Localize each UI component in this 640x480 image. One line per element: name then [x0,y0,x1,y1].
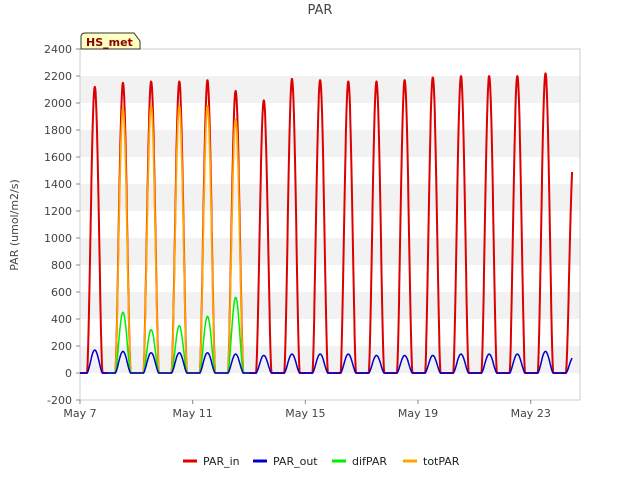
y-tick-label: -200 [47,394,72,407]
y-tick-label: 1600 [44,151,72,164]
y-tick-label: 400 [51,313,72,326]
legend-label: PAR_in [203,455,240,468]
x-tick-label: May 23 [511,407,551,420]
y-tick-label: 2400 [44,43,72,56]
chart-title: PAR [308,3,333,18]
x-tick-label: May 7 [63,407,96,420]
x-tick-label: May 11 [173,407,213,420]
station-badge: HS_met [80,32,141,50]
plot-frame [79,48,581,401]
legend: PAR_in PAR_out difPAR totPAR [183,455,460,468]
x-tick-label: May 15 [285,407,325,420]
legend-label: difPAR [352,455,387,468]
badge-label: HS_met [86,36,133,49]
series-lines [79,72,574,374]
grid-band [80,130,580,157]
y-tick-label: 1800 [44,124,72,137]
y-tick-label: 0 [65,367,72,380]
x-axis-ticks: May 7 May 11 May 15 May 19 May 23 [63,400,551,420]
y-tick-label: 800 [51,259,72,272]
grid-band [80,292,580,319]
grid-band [80,76,580,103]
y-tick-label: 1000 [44,232,72,245]
y-axis-label: PAR (umol/m2/s) [8,179,21,271]
y-tick-label: 200 [51,340,72,353]
y-tick-label: 2200 [44,70,72,83]
y-tick-label: 1400 [44,178,72,191]
y-tick-label: 2000 [44,97,72,110]
grid-band [80,238,580,265]
series-line-par-out [79,349,573,374]
y-tick-label: 1200 [44,205,72,218]
legend-label: PAR_out [273,455,318,468]
y-tick-label: 600 [51,286,72,299]
x-tick-label: May 19 [398,407,438,420]
grid-band [80,184,580,211]
legend-label: totPAR [423,455,460,468]
y-axis-ticks: -200 0 200 400 600 800 1000 1200 1400 1600 1800 200… [44,43,80,407]
